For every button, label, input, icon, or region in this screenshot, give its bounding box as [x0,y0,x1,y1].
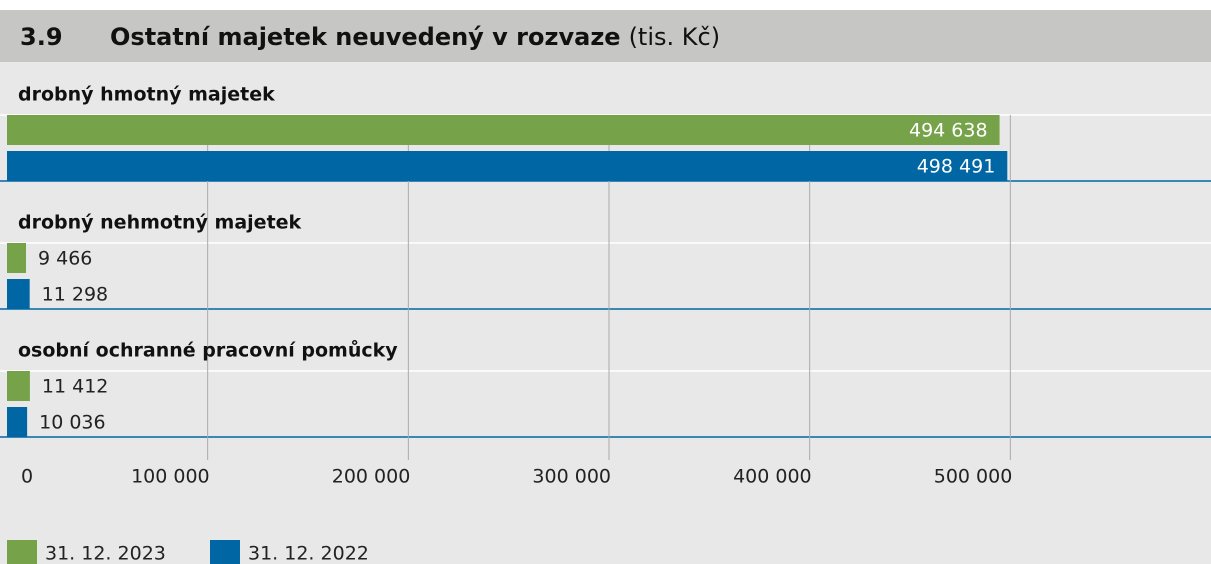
chart-unit: (tis. Kč) [629,23,721,51]
chart-background [0,10,1211,564]
title-text: Ostatní majetek neuvedený v rozvaze [110,23,621,51]
value-label: 9 466 [38,248,92,270]
category-label: drobný nehmotný majetek [18,212,302,234]
header-bar [0,10,1211,62]
x-tick-label: 300 000 [532,466,611,488]
value-label: 11 412 [42,376,108,398]
legend-label: 31. 12. 2022 [248,543,369,564]
bar [7,243,26,273]
category-label: drobný hmotný majetek [18,84,275,106]
value-label: 11 298 [42,284,108,306]
legend-swatch [210,540,240,564]
x-tick-label: 200 000 [332,466,411,488]
value-label: 494 638 [909,120,988,142]
bar [7,279,30,309]
bar [7,407,28,437]
category-label: osobní ochranné pracovní pomůcky [18,339,398,362]
value-label: 498 491 [917,156,996,178]
x-tick-label: 100 000 [131,466,210,488]
legend-label: 31. 12. 2023 [45,543,166,564]
value-label: 10 036 [39,412,105,434]
x-tick-label: 400 000 [733,466,812,488]
x-tick-label: 500 000 [934,466,1013,488]
bar [7,151,1008,181]
bar [7,371,30,401]
chart-number: 3.9 [20,23,63,51]
x-tick-label: 0 [21,466,33,488]
legend-swatch [7,540,37,564]
chart-title: Ostatní majetek neuvedený v rozvaze (tis.… [110,23,720,51]
bar [7,115,1000,145]
